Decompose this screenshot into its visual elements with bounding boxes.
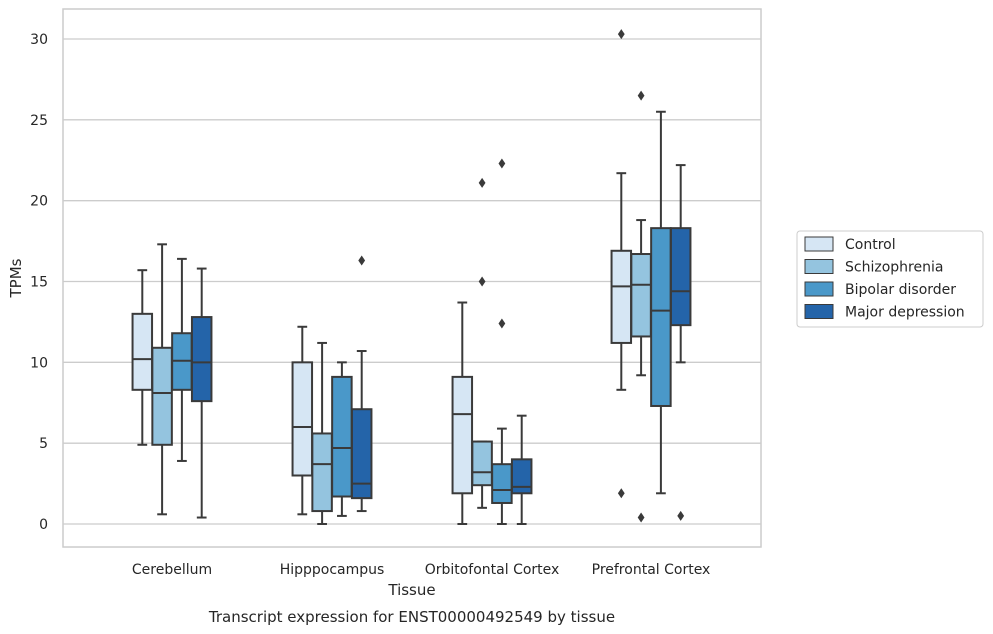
box (491, 463, 513, 504)
y-tick-label: 10 (30, 355, 48, 371)
legend-label: Control (845, 237, 896, 253)
box (151, 346, 173, 446)
box-group (131, 269, 154, 446)
outlier-point (498, 158, 506, 169)
box-group (510, 414, 533, 525)
box-group (311, 341, 333, 525)
x-tick-label: Orbitofontal Cortex (425, 562, 560, 578)
box-series (131, 29, 692, 525)
box (291, 361, 314, 477)
box (510, 458, 533, 495)
box (190, 316, 213, 403)
y-tick-label: 25 (30, 113, 48, 129)
box (630, 253, 652, 338)
y-tick-label: 20 (30, 194, 48, 210)
box-group (451, 301, 474, 525)
box-group (151, 243, 173, 516)
box-group (630, 90, 652, 523)
box-group (350, 255, 373, 513)
box-group (471, 177, 493, 509)
x-axis-label: Tissue (387, 581, 435, 599)
outlier-point (617, 29, 625, 40)
box-group (190, 267, 213, 519)
y-axis-ticks: 0 5 10 15 20 25 30 (30, 32, 48, 533)
legend: Control Schizophrenia Bipolar disorder Majo… (796, 230, 984, 328)
box (669, 227, 692, 327)
legend-frame (796, 230, 984, 328)
box (131, 312, 154, 391)
legend-swatch (804, 281, 834, 297)
legend-label: Bipolar disorder (845, 282, 956, 298)
legend-label: Schizophrenia (845, 260, 943, 276)
box (331, 375, 353, 498)
legend-swatch (804, 304, 834, 319)
outlier-point (637, 512, 645, 523)
outlier-point (637, 90, 645, 101)
box-group (331, 361, 353, 517)
outlier-point (498, 318, 506, 329)
box (471, 440, 493, 487)
x-tick-label: Hipppocampus (280, 562, 385, 578)
box-group (650, 110, 672, 495)
x-tick-label: Cerebellum (132, 562, 212, 578)
legend-swatch (804, 259, 834, 274)
box (650, 227, 672, 407)
outlier-point (478, 276, 486, 287)
box-group (669, 164, 692, 521)
box (311, 432, 333, 513)
outlier-point (358, 255, 366, 266)
box (610, 249, 633, 344)
box (451, 375, 474, 495)
outlier-point (677, 510, 685, 521)
legend-swatch (804, 236, 834, 252)
box (350, 408, 373, 500)
box-group (171, 257, 193, 462)
box-group (491, 158, 513, 525)
y-axis-label: TPMs (7, 258, 25, 298)
box-group (610, 29, 633, 499)
x-axis-ticks: Cerebellum Hipppocampus Orbitofontal Corte… (132, 562, 710, 578)
box-group (291, 325, 314, 516)
outlier-point (478, 177, 486, 188)
y-tick-label: 5 (39, 436, 48, 452)
plot-frame (62, 8, 762, 548)
x-tick-label: Prefrontal Cortex (592, 562, 711, 578)
y-tick-label: 30 (30, 32, 48, 48)
chart-caption: Transcript expression for ENST0000049254… (208, 608, 615, 626)
legend-label: Major depression (845, 305, 965, 321)
y-tick-label: 0 (39, 517, 48, 533)
y-tick-label: 15 (30, 275, 48, 291)
outlier-point (617, 488, 625, 499)
